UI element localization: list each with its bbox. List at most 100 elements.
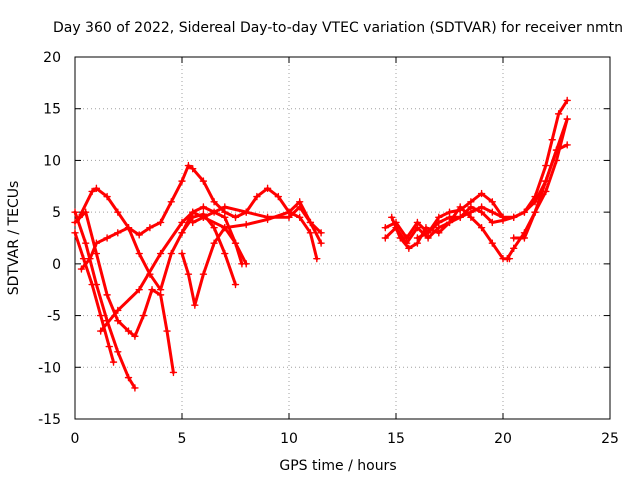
data-point	[178, 177, 186, 185]
data-point	[124, 373, 133, 382]
data-point	[405, 244, 413, 253]
data-point	[306, 229, 315, 237]
data-point	[148, 286, 156, 294]
y-tick-label: 5	[52, 205, 61, 221]
x-axis-ticks: 0 5 10 15 20 25	[71, 57, 619, 447]
data-point	[413, 223, 422, 232]
data-point	[531, 192, 539, 201]
data-point	[131, 384, 139, 392]
data-point	[388, 213, 396, 222]
data-point	[82, 239, 90, 247]
data-point	[124, 223, 133, 232]
y-tick-label: 0	[52, 257, 61, 273]
chart-title: Day 360 of 2022, Sidereal Day-to-day VTE…	[53, 20, 623, 36]
data-point	[313, 254, 321, 263]
data-point	[156, 249, 165, 258]
x-tick-label: 10	[280, 431, 298, 447]
data-point	[167, 198, 175, 206]
x-axis-label: GPS time / hours	[279, 458, 396, 474]
data-point	[96, 311, 105, 320]
series-track-f	[96, 198, 325, 335]
y-tick-label: 20	[43, 50, 61, 66]
data-point	[124, 327, 133, 335]
x-tick-label: 5	[178, 431, 187, 447]
data-point	[221, 223, 229, 232]
series-track-m	[413, 96, 571, 242]
data-point	[548, 136, 556, 144]
data-point	[88, 280, 96, 289]
data-point	[71, 229, 79, 237]
data-point	[178, 218, 186, 227]
data-point	[135, 249, 143, 258]
data-point	[477, 223, 486, 232]
data-point	[542, 161, 550, 170]
x-tick-label: 20	[494, 431, 512, 447]
data-point	[86, 254, 94, 263]
data-point	[199, 270, 208, 278]
data-point	[520, 208, 529, 216]
data-point	[178, 249, 186, 258]
data-point	[381, 234, 389, 242]
data-point	[92, 249, 101, 258]
data-point	[488, 218, 496, 227]
data-point	[424, 229, 432, 237]
data-point	[253, 192, 261, 201]
data-point	[563, 141, 571, 149]
data-point	[510, 234, 518, 242]
data-point	[167, 249, 175, 258]
data-point	[191, 301, 199, 309]
data-point	[210, 239, 218, 247]
x-tick-label: 15	[387, 431, 405, 447]
data-point	[510, 213, 518, 222]
data-point	[103, 291, 111, 299]
data-point	[109, 358, 118, 366]
data-point	[79, 254, 88, 263]
data-point	[477, 189, 486, 198]
grid-lines	[75, 57, 610, 419]
series-track-o	[510, 115, 571, 242]
data-point	[105, 342, 113, 351]
data-point	[189, 218, 197, 227]
data-point	[445, 213, 454, 222]
data-point	[114, 208, 122, 216]
series-track-d	[71, 208, 178, 377]
data-point	[503, 254, 511, 263]
series-track-c	[75, 184, 250, 294]
series-trace	[383, 192, 505, 240]
data-point	[263, 213, 272, 222]
y-axis-label: SDTVAR / TECUs	[6, 181, 22, 296]
series-trace	[415, 98, 569, 240]
series-track-a	[71, 208, 139, 392]
y-tick-label: -10	[38, 360, 61, 376]
data-point	[146, 223, 154, 232]
data-point	[531, 208, 539, 216]
data-point	[135, 286, 143, 294]
data-point	[296, 203, 304, 211]
series-track-e	[77, 161, 321, 273]
data-point	[381, 223, 389, 232]
data-point	[103, 192, 111, 201]
data-point	[563, 115, 571, 123]
data-series	[71, 96, 571, 392]
data-point	[114, 229, 122, 237]
data-point	[554, 110, 563, 118]
data-point	[163, 327, 171, 335]
data-point	[221, 249, 229, 258]
data-point	[199, 203, 208, 211]
y-tick-label: 10	[43, 153, 61, 169]
data-point	[103, 234, 111, 242]
x-tick-label: 0	[71, 431, 80, 447]
y-tick-label: -15	[38, 412, 61, 428]
series-trace	[73, 210, 175, 374]
data-point	[210, 223, 218, 232]
series-track-i	[189, 203, 325, 237]
data-point	[396, 234, 404, 242]
series-trace	[180, 212, 237, 286]
data-point	[131, 332, 139, 340]
data-point	[169, 368, 178, 377]
data-point	[199, 213, 208, 222]
y-axis-ticks: -15 -10 -5 0 5 10 15 20	[38, 50, 610, 428]
data-point	[520, 234, 529, 242]
data-point	[231, 280, 240, 289]
